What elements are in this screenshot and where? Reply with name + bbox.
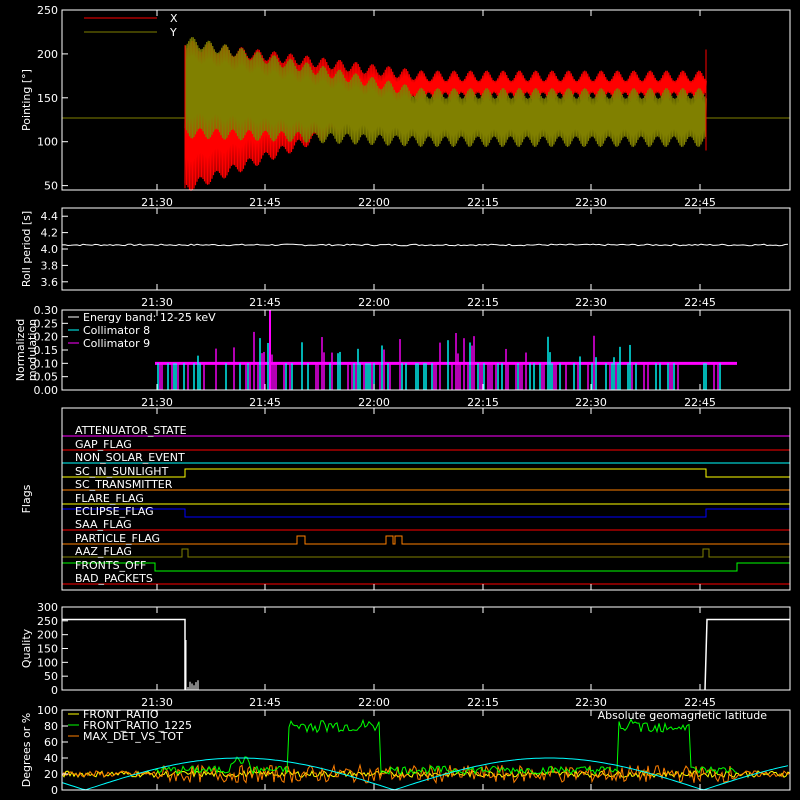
legend-latitude-label: Absolute geomagnetic latitude: [598, 709, 768, 722]
legend-max-det-label: MAX_DET_VS_TOT: [83, 730, 183, 743]
flag-label: SC_IN_SUNLIGHT: [75, 465, 169, 478]
pointing-panel-xtick-label: 22:00: [358, 196, 390, 209]
roll-panel-ytick-label: 4.4: [41, 210, 59, 223]
flag-label: BAD_PACKETS: [75, 572, 153, 585]
roll-panel-ytick-label: 3.6: [41, 276, 59, 289]
modulation-panel-xtick-label: 22:45: [684, 396, 716, 409]
roll-panel-ylabel: Roll period [s]: [20, 211, 33, 287]
quality-panel-xtick-label: 22:00: [358, 696, 390, 709]
flag-line: [62, 508, 790, 518]
quality-panel-ytick-label: 150: [37, 643, 58, 656]
ratio-panel-ytick-label: 20: [44, 768, 58, 781]
modulation-panel-xtick-label: 22:15: [467, 396, 499, 409]
roll-panel-xtick-label: 22:45: [684, 296, 716, 309]
flag-label: FRONTS_OFF: [75, 559, 146, 572]
legend-x-label: X: [170, 12, 178, 25]
quality-panel-xtick-label: 21:30: [141, 696, 173, 709]
modulation-panel-xtick-label: 21:45: [249, 396, 281, 409]
pointing-panel-ytick-label: 150: [37, 92, 58, 105]
roll-panel-ytick-label: 3.8: [41, 259, 59, 272]
legend-y-label: Y: [169, 26, 177, 39]
pointing-panel-xtick-label: 22:30: [575, 196, 607, 209]
pointing-panel-xtick-label: 21:30: [141, 196, 173, 209]
ratio-panel-ylabel: Degrees or %: [20, 713, 33, 787]
ratio-panel-ytick-label: 100: [37, 704, 58, 717]
roll-panel-ytick-label: 4.2: [41, 227, 59, 240]
flags-panel-ylabel: Flags: [20, 484, 33, 513]
modulation-panel-ylabel: Normalized: [14, 319, 27, 381]
pointing-y-series: [184, 37, 707, 148]
modulation-panel-ylabel: modulation: [26, 319, 39, 381]
modulation-panel-ytick-label: 0.20: [34, 331, 59, 344]
quality-panel-ytick-label: 300: [37, 601, 58, 614]
ratio-panel-frame: [61, 709, 791, 791]
flag-label: SC_TRANSMITTER: [75, 478, 173, 491]
modulation-panel-ytick-label: 0.25: [34, 317, 59, 330]
modulation-panel-ytick-label: 0.10: [34, 357, 59, 370]
pointing-panel-ytick-label: 200: [37, 48, 58, 61]
flag-label: GAP_FLAG: [75, 438, 132, 451]
roll-panel-xtick-label: 22:00: [358, 296, 390, 309]
flag-label: AAZ_FLAG: [75, 545, 132, 558]
legend-collimator8-label: Collimator 8: [83, 324, 150, 337]
pointing-panel-ytick-label: 50: [44, 180, 58, 193]
pointing-panel-xtick-label: 21:45: [249, 196, 281, 209]
modulation-panel-ytick-label: 0.15: [34, 344, 59, 357]
flag-label: NON_SOLAR_EVENT: [75, 451, 185, 464]
flag-line: [62, 468, 790, 478]
quality-series-right: [704, 618, 790, 691]
modulation-panel-ytick-label: 0.05: [34, 371, 59, 384]
ratio-panel-ytick-label: 80: [44, 720, 58, 733]
roll-panel-xtick-label: 21:30: [141, 296, 173, 309]
roll-panel-xtick-label: 22:15: [467, 296, 499, 309]
ratio-panel-ytick-label: 60: [44, 736, 58, 749]
ratio-panel-ytick-label: 40: [44, 752, 58, 765]
pointing-panel-frame: [61, 9, 791, 191]
ratio-panel-ytick-label: 0: [51, 784, 58, 797]
flag-line: [62, 548, 790, 558]
flag-label: ECLIPSE_FLAG: [75, 505, 154, 518]
legend-collimator9-label: Collimator 9: [83, 337, 150, 350]
legend-front-ratio-label: FRONT_RATIO: [83, 708, 159, 721]
legend-front-ratio-1225-label: FRONT_RATIO_1225: [83, 719, 192, 732]
quality-panel-xtick-label: 22:30: [575, 696, 607, 709]
modulation-panel-xtick-label: 22:00: [358, 396, 390, 409]
pointing-panel-ytick-label: 250: [37, 4, 58, 17]
quality-panel-ytick-label: 50: [44, 670, 58, 683]
pointing-x-series: [184, 40, 707, 191]
roll-period-series: [61, 243, 789, 247]
quality-panel-ytick-label: 200: [37, 629, 58, 642]
modulation-panel-xtick-label: 22:30: [575, 396, 607, 409]
quality-panel-xtick-label: 21:45: [249, 696, 281, 709]
energy-band-label: Energy band: 12-25 keV: [83, 311, 216, 324]
pointing-panel-ytick-label: 100: [37, 136, 58, 149]
flag-label: SAA_FLAG: [75, 518, 132, 531]
roll-panel-frame: [61, 207, 791, 291]
pointing-panel-ylabel: Pointing [°]: [20, 69, 33, 131]
quality-panel-xtick-label: 22:15: [467, 696, 499, 709]
roll-panel-xtick-label: 22:30: [575, 296, 607, 309]
quality-panel-ytick-label: 100: [37, 656, 58, 669]
quality-panel-ytick-label: 0: [51, 684, 58, 697]
quality-panel-xtick-label: 22:45: [684, 696, 716, 709]
flag-label: ATTENUATOR_STATE: [75, 424, 187, 437]
latitude-series: [61, 757, 789, 791]
modulation-panel-ytick-label: 0.30: [34, 304, 59, 317]
flags-panel-frame: [61, 407, 791, 591]
roll-panel-ytick-label: 4.0: [41, 243, 59, 256]
flag-line: [62, 535, 790, 545]
modulation-panel-ytick-label: 0.00: [34, 384, 59, 397]
quality-series-left: [62, 618, 186, 690]
front-ratio-1225-series: [154, 718, 738, 776]
flag-label: FLARE_FLAG: [75, 492, 144, 505]
pointing-panel-xtick-label: 22:45: [684, 196, 716, 209]
modulation-panel-xtick-label: 21:30: [141, 396, 173, 409]
quality-panel-ytick-label: 250: [37, 615, 58, 628]
quality-panel-ylabel: Quality: [20, 628, 33, 668]
pointing-panel-xtick-label: 22:15: [467, 196, 499, 209]
roll-panel-xtick-label: 21:45: [249, 296, 281, 309]
flag-label: PARTICLE_FLAG: [75, 532, 160, 545]
flag-line: [62, 562, 790, 572]
